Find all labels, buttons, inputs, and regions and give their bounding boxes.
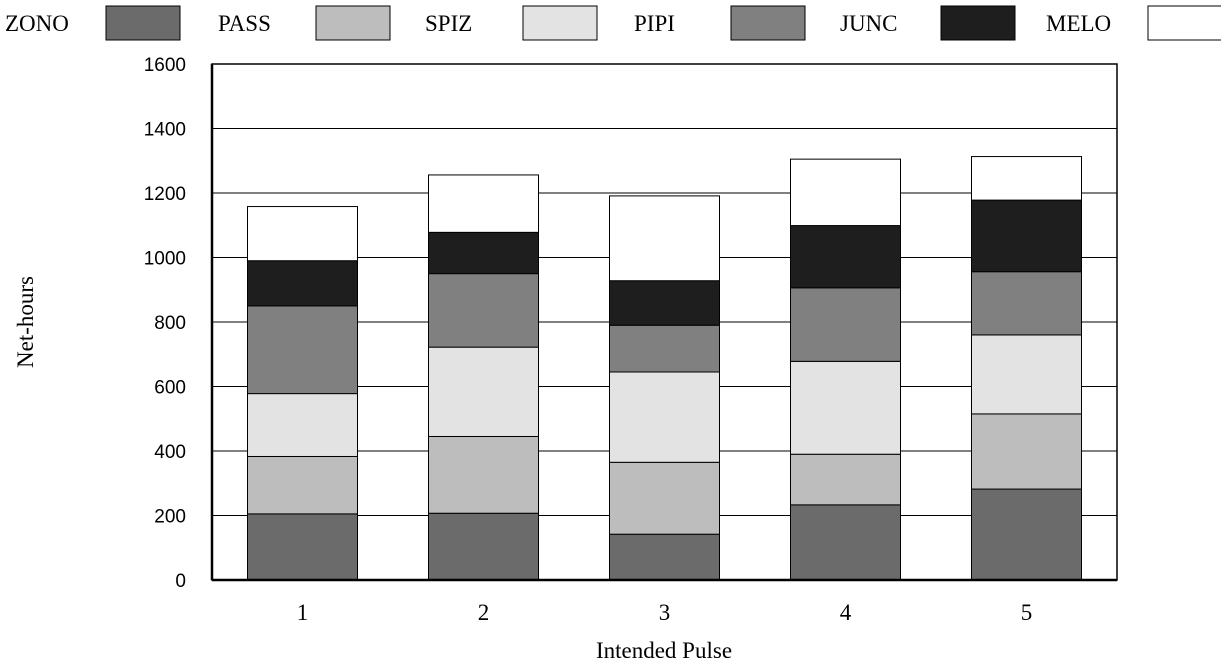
bar-segment-junc-4 [790, 225, 901, 289]
legend-swatch-melo [1147, 5, 1221, 41]
bar-segment-zono-5 [971, 488, 1082, 581]
bar-segment-melo-1 [247, 206, 358, 262]
legend-swatch-pass [315, 5, 391, 41]
bar-segment-melo-3 [609, 195, 720, 282]
x-tick-label: 5 [1021, 600, 1033, 625]
bar-segment-pass-1 [247, 455, 358, 515]
bar-segment-junc-1 [247, 260, 358, 307]
bar-segment-pipi-5 [971, 271, 1082, 336]
bar-segment-junc-3 [609, 280, 720, 326]
y-tick-label: 200 [154, 507, 186, 528]
bar-segment-spiz-4 [790, 360, 901, 455]
x-tick-label: 2 [478, 600, 490, 625]
legend-label-melo: MELO [1046, 11, 1111, 36]
bar-segment-pipi-4 [790, 287, 901, 362]
bar-segment-melo-4 [790, 158, 901, 227]
bar-segment-junc-5 [971, 199, 1082, 273]
legend-label-junc: JUNC [840, 11, 898, 36]
bar-segment-pass-3 [609, 461, 720, 535]
bar-segment-spiz-1 [247, 393, 358, 457]
bar-segment-spiz-3 [609, 371, 720, 463]
y-tick-label: 800 [154, 313, 186, 334]
bar-segment-melo-2 [428, 174, 539, 233]
y-tick-label: 1000 [144, 249, 186, 270]
y-tick-label: 1200 [144, 184, 186, 205]
legend-label-pass: PASS [218, 11, 271, 36]
bar-segment-pipi-2 [428, 273, 539, 348]
x-axis-label: Intended Pulse [596, 638, 732, 663]
y-tick-label: 1600 [144, 55, 186, 76]
y-tick-labels: 0 200 400 600 800 1000 1200 1400 1600 [144, 55, 186, 592]
legend-label-zono: ZONO [5, 11, 69, 36]
bar-segment-pass-2 [428, 435, 539, 514]
bar-segment-zono-3 [609, 533, 720, 581]
legend: ZONO PASS SPIZ PIPI JUNC MELO [5, 5, 1221, 41]
legend-label-spiz: SPIZ [425, 11, 472, 36]
y-tick-label: 0 [175, 571, 186, 592]
x-tick-label: 1 [297, 600, 309, 625]
legend-swatch-pipi [730, 5, 806, 41]
bar-segment-pass-5 [971, 413, 1082, 490]
x-tick-label: 3 [659, 600, 671, 625]
bar-segment-spiz-5 [971, 334, 1082, 415]
legend-swatch-zono [105, 5, 181, 41]
bars [247, 156, 1082, 581]
bar-segment-zono-1 [247, 513, 358, 581]
legend-swatch-junc [940, 5, 1016, 41]
bar-segment-pipi-1 [247, 305, 358, 395]
x-tick-labels: 1 2 3 4 5 [297, 600, 1033, 625]
legend-label-pipi: PIPI [634, 11, 675, 36]
bar-segment-spiz-2 [428, 346, 539, 437]
y-tick-label: 600 [154, 378, 186, 399]
bar-segment-zono-2 [428, 512, 539, 581]
bar-segment-pass-4 [790, 453, 901, 506]
bar-segment-junc-2 [428, 231, 539, 275]
legend-swatch-spiz [522, 5, 598, 41]
bar-segment-zono-4 [790, 504, 901, 581]
y-tick-label: 400 [154, 442, 186, 463]
y-axis-label: Net-hours [13, 276, 38, 368]
y-tick-label: 1400 [144, 120, 186, 141]
bar-segment-pipi-3 [609, 324, 720, 373]
bar-segment-melo-5 [971, 156, 1082, 201]
x-tick-label: 4 [840, 600, 852, 625]
